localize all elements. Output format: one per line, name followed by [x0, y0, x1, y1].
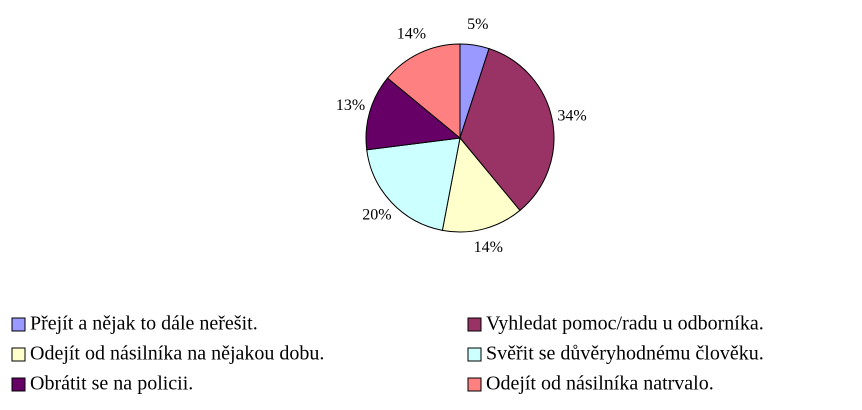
value-label: 14%	[397, 26, 426, 43]
legend-label: Obrátit se na policii.	[30, 373, 193, 395]
pie-slice	[366, 137, 461, 231]
pie-slice	[441, 136, 521, 233]
legend-label: Odejít od násilníka natrvalo.	[486, 373, 714, 395]
legend-label: Odejít od násilníka na nějakou dobu.	[30, 343, 324, 365]
legend-label: Svěřit se důvěryhodnému člověku.	[486, 343, 764, 365]
value-label: 34%	[557, 107, 586, 124]
value-label: 20%	[362, 207, 391, 224]
legend-swatch	[467, 377, 482, 392]
legend-label: Vyhledat pomoc/radu u odborníka.	[486, 313, 764, 335]
value-label: 14%	[474, 239, 503, 256]
legend-swatch	[11, 317, 26, 332]
pie-slice	[365, 77, 462, 151]
legend-swatch	[11, 377, 26, 392]
value-label: 13%	[336, 97, 365, 114]
legend-label: Přejít a nějak to dále neřešit.	[30, 313, 258, 335]
value-label: 5%	[467, 16, 488, 33]
legend-swatch	[467, 317, 482, 332]
pie-slice	[386, 43, 461, 140]
pie-slice	[459, 47, 555, 212]
legend-swatch	[11, 347, 26, 362]
legend-swatch	[467, 347, 482, 362]
